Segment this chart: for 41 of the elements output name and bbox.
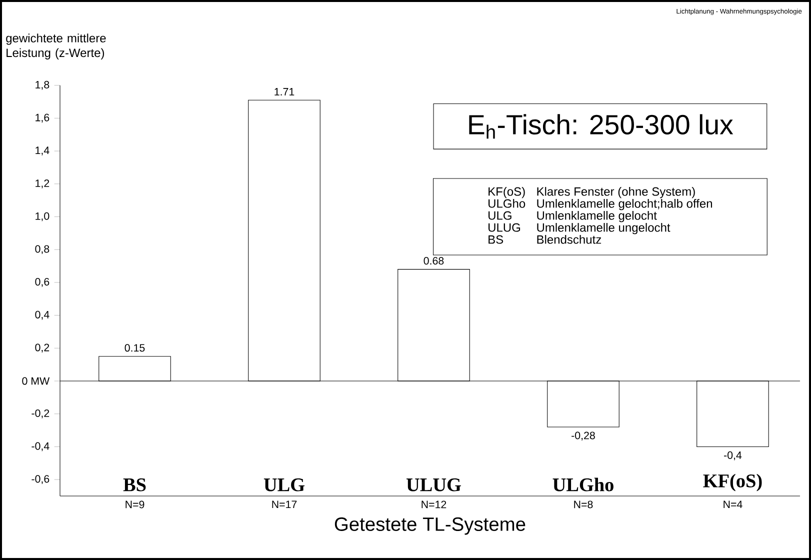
text: E$_{h}$-Tisch: 250-300 lux	[469, 114, 734, 139]
x-tick-label: N=4	[724, 500, 742, 508]
x-tick-label: N=8	[574, 500, 593, 508]
x-axis-title: Getestete TL-Systeme	[334, 517, 526, 535]
annotation: Blendschutz	[537, 234, 602, 244]
annotation: ULG	[264, 478, 305, 492]
annotation: KF(oS)	[488, 186, 525, 198]
y-tick-label: 1,0	[36, 212, 50, 222]
y-tick-label: 0 MW	[22, 377, 50, 385]
annotation: ULUG	[488, 223, 520, 232]
annotation: BS	[123, 478, 146, 492]
annotation: ULUG	[406, 478, 461, 492]
y-tick-label: 1,4	[36, 146, 50, 156]
annotation: ULG	[488, 211, 512, 220]
y-tick-label: -0,6	[32, 475, 50, 484]
data-label: -0,4	[724, 451, 742, 460]
annotation: ULGho	[488, 198, 526, 208]
data-label: 0.68	[424, 257, 444, 265]
y-tick-label: 0,2	[35, 344, 50, 353]
x-tick-label: N=12	[422, 500, 446, 508]
data-label: 0.15	[124, 344, 145, 352]
x-tick-label: N=17	[272, 500, 297, 508]
y-axis-title: gewichtete mittlere Leistung (z-Werte)	[6, 34, 106, 60]
annotation: Umlenklamelle gelocht	[537, 210, 657, 222]
x-tick-label: N=9	[126, 500, 144, 508]
y-tick-label: 0,4	[35, 310, 50, 320]
annotation: BS	[488, 235, 504, 244]
y-tick-label: 0,8	[35, 245, 50, 254]
y-tick-label: 1,2	[36, 179, 50, 188]
data-label: 1.71	[274, 88, 294, 96]
annotation: Klares Fenster (ohne System)	[537, 186, 695, 198]
y-tick-label: 1,8	[36, 80, 50, 90]
y-tick-label: -0,2	[32, 409, 50, 418]
y-tick-label: 0,6	[35, 278, 50, 287]
annotation: ULGho	[552, 478, 614, 492]
data-label: -0,28	[572, 432, 595, 441]
y-tick-label: 1,6	[36, 114, 50, 123]
y-tick-label: -0,4	[32, 442, 50, 452]
annotation: Umlenklamelle ungelocht	[537, 222, 670, 234]
annotation: Umlenklamelle gelocht;halb offen	[537, 198, 712, 210]
annotation: KF(oS)	[703, 474, 762, 492]
